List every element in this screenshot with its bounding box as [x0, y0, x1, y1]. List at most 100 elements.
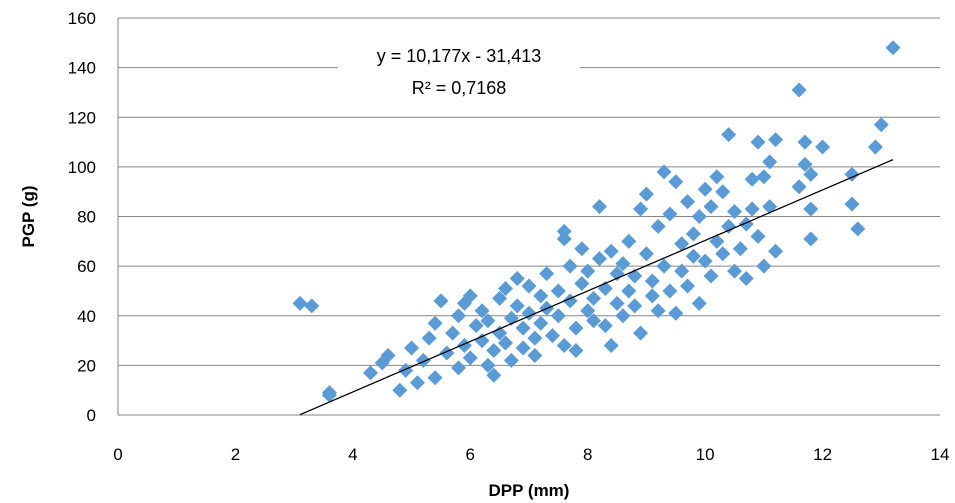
data-point [797, 134, 813, 150]
data-point [574, 241, 590, 257]
data-point [668, 174, 684, 190]
data-point [451, 308, 467, 324]
data-point [885, 40, 901, 56]
x-tick-label: 0 [113, 445, 122, 464]
data-point [427, 315, 443, 331]
data-point [685, 248, 701, 264]
data-point [656, 258, 672, 274]
data-point [844, 196, 860, 212]
data-point [638, 186, 654, 202]
data-point [380, 347, 396, 363]
data-point [650, 218, 666, 234]
data-point [544, 328, 560, 344]
data-point [697, 253, 713, 269]
data-point [668, 305, 684, 321]
data-point [768, 132, 784, 148]
data-point [615, 256, 631, 272]
x-tick-label: 8 [583, 445, 592, 464]
axes [117, 18, 940, 416]
r-squared-label: R² = 0,7168 [412, 78, 507, 98]
data-point [362, 365, 378, 381]
trendline-group [299, 159, 894, 416]
data-point [703, 199, 719, 215]
x-tick-label: 10 [696, 445, 715, 464]
data-point [445, 325, 461, 341]
data-point [627, 298, 643, 314]
data-point [844, 166, 860, 182]
data-point [850, 221, 866, 237]
data-point [462, 350, 478, 366]
data-point [480, 357, 496, 373]
data-point [797, 156, 813, 172]
data-point [674, 236, 690, 252]
data-point [644, 273, 660, 289]
data-point [462, 288, 478, 304]
data-point [633, 201, 649, 217]
data-point [556, 231, 572, 247]
y-tick-label: 0 [87, 406, 96, 425]
x-axis-title: DPP (mm) [489, 481, 570, 500]
data-point [815, 139, 831, 155]
data-point [574, 275, 590, 291]
data-point [697, 181, 713, 197]
gridlines [118, 17, 940, 366]
data-point [556, 338, 572, 354]
trendline [299, 159, 894, 416]
y-tick-label: 100 [68, 158, 96, 177]
trendline-equation: y = 10,177x - 31,413 [377, 46, 542, 66]
data-point [662, 206, 678, 222]
data-point [433, 293, 449, 309]
data-point [727, 204, 742, 220]
data-point [568, 320, 584, 336]
data-point [404, 340, 420, 356]
x-tick-label: 4 [348, 445, 357, 464]
data-point [580, 263, 596, 279]
data-point [638, 246, 654, 262]
data-point [533, 315, 549, 331]
data-point [486, 367, 502, 383]
x-tick-labels: 0 2 4 6 8 10 12 14 [113, 445, 949, 464]
data-point [292, 295, 308, 311]
data-point [498, 280, 514, 296]
data-point [680, 278, 696, 294]
y-tick-label: 80 [77, 208, 96, 227]
y-tick-label: 20 [77, 356, 96, 375]
x-tick-label: 6 [466, 445, 475, 464]
data-point [498, 335, 514, 351]
data-point [615, 308, 631, 324]
data-point [744, 171, 760, 187]
data-point [321, 385, 337, 401]
data-point [421, 330, 437, 346]
data-point [873, 117, 889, 133]
data-point [756, 169, 772, 185]
data-point [867, 139, 883, 155]
data-point [715, 184, 731, 200]
data-point [533, 288, 549, 304]
data-point [439, 345, 455, 361]
data-point [451, 360, 467, 376]
y-tick-label: 160 [68, 9, 96, 28]
data-point [503, 352, 519, 368]
data-point [515, 340, 531, 356]
data-point [515, 320, 531, 336]
data-point [398, 362, 414, 378]
data-point [738, 271, 754, 287]
y-tick-label: 120 [68, 108, 96, 127]
x-tick-label: 2 [231, 445, 240, 464]
data-point [492, 290, 508, 306]
data-point [633, 325, 649, 341]
data-point [703, 268, 719, 284]
equation-label-background [338, 36, 580, 106]
y-tick-label: 140 [68, 59, 96, 78]
x-tick-label: 12 [813, 445, 832, 464]
data-point [621, 233, 637, 249]
data-point [568, 342, 584, 358]
data-point [603, 338, 619, 354]
data-point [427, 370, 443, 386]
data-point [521, 305, 537, 321]
data-point [474, 333, 490, 349]
data-point [521, 278, 537, 294]
data-point [762, 154, 778, 170]
data-point [609, 295, 625, 311]
